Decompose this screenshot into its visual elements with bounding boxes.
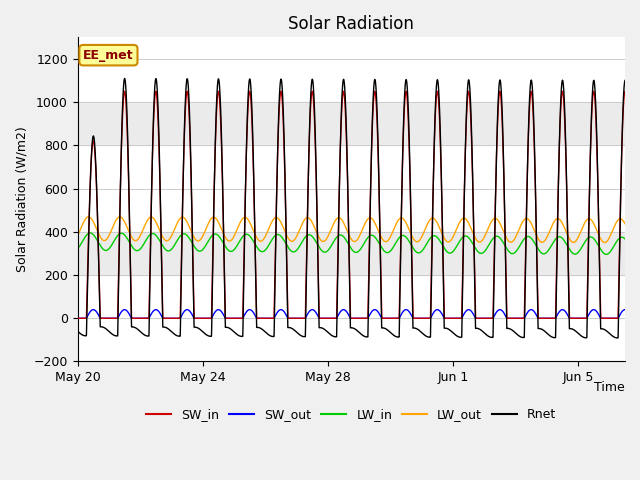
Y-axis label: Solar Radiation (W/m2): Solar Radiation (W/m2) — [15, 127, 28, 272]
Text: EE_met: EE_met — [83, 48, 134, 61]
Legend: SW_in, SW_out, LW_in, LW_out, Rnet: SW_in, SW_out, LW_in, LW_out, Rnet — [141, 403, 561, 426]
Bar — [77, 102, 625, 145]
Text: Time: Time — [595, 381, 625, 394]
Bar — [77, 232, 625, 275]
Title: Solar Radiation: Solar Radiation — [289, 15, 414, 33]
